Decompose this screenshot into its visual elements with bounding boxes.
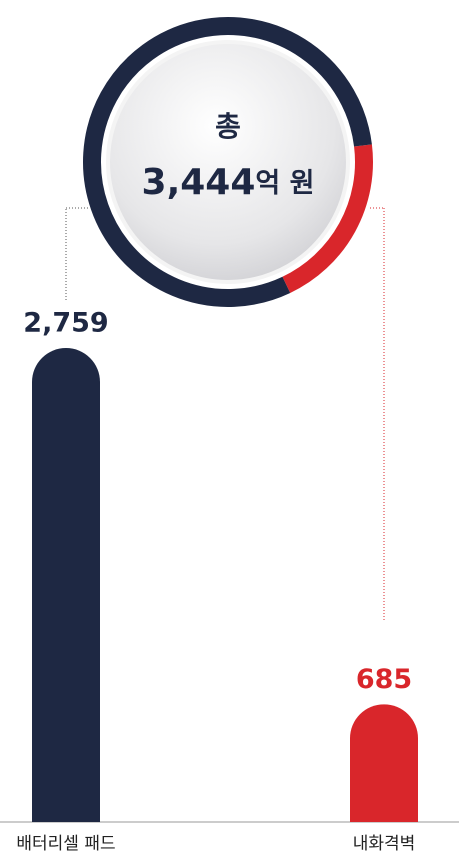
- category-label: 내화격벽: [353, 834, 416, 854]
- total-prefix: 총: [215, 110, 241, 143]
- total: 3,444억 원: [142, 162, 315, 203]
- bar: [32, 348, 100, 822]
- center-disc: [106, 40, 350, 284]
- category-label: 배터리셀 패드: [16, 834, 115, 854]
- value-label: 685: [356, 664, 412, 695]
- total-value: 3,444: [142, 162, 256, 203]
- total-unit: 억 원: [255, 168, 314, 199]
- value-label: 2,759: [23, 308, 108, 339]
- donut-segment: [282, 144, 373, 293]
- donut: [83, 17, 373, 307]
- donut-segment: [83, 17, 372, 307]
- bar: [350, 704, 418, 822]
